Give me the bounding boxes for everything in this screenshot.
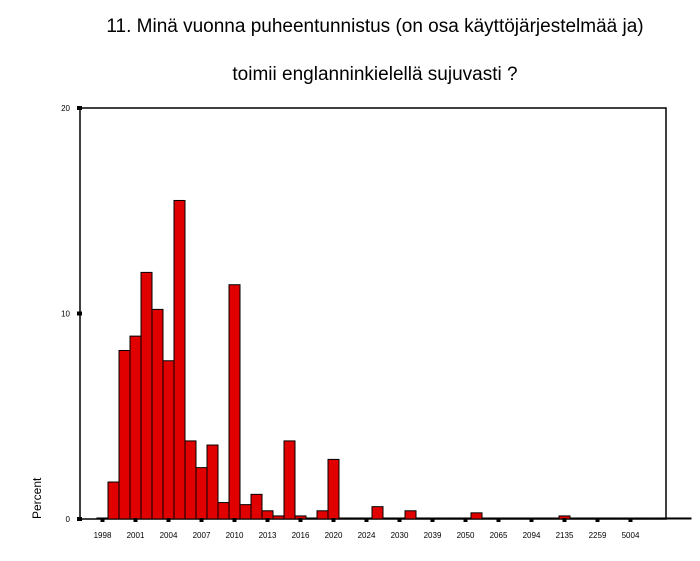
bar-48 — [613, 517, 626, 520]
x-tick-label-2007: 2007 — [193, 531, 211, 540]
bar-12 — [217, 502, 230, 520]
bar-15 — [250, 493, 263, 520]
x-tick-label-2259: 2259 — [589, 531, 607, 540]
x-tick-label-2065: 2065 — [490, 531, 508, 540]
bar-38 — [503, 517, 516, 520]
bar-50 — [635, 517, 648, 520]
bar-17 — [272, 515, 285, 520]
bar-22 — [327, 458, 340, 520]
x-tick-label-1998: 1998 — [94, 531, 112, 540]
bar-30 — [415, 517, 428, 520]
bar-3 — [118, 349, 131, 520]
bar-6 — [151, 308, 164, 520]
x-tick-label-2001: 2001 — [127, 531, 145, 540]
bar-5 — [140, 271, 153, 520]
bar-27 — [382, 517, 395, 520]
bar-41 — [536, 517, 549, 520]
bar-47 — [602, 517, 615, 520]
bar-42 — [547, 517, 560, 520]
x-tick-label-2016: 2016 — [292, 531, 310, 540]
y-tick-label-0: 0 — [66, 515, 71, 524]
x-tick-label-2135: 2135 — [556, 531, 574, 540]
y-tick-label-20: 20 — [61, 104, 70, 113]
bar-2 — [107, 481, 120, 520]
x-tick-label-5004: 5004 — [622, 531, 640, 540]
bar-13 — [228, 284, 241, 520]
bar-33 — [448, 517, 461, 520]
bar-8 — [173, 199, 186, 520]
bar-20 — [305, 517, 318, 520]
x-tick-mark-2135 — [562, 518, 567, 522]
x-tick-mark-2050 — [463, 518, 468, 522]
x-tick-mark-2039 — [430, 518, 435, 522]
bar-24 — [349, 517, 362, 520]
bar-52 — [657, 517, 670, 520]
bar-32 — [437, 517, 450, 520]
bar-35 — [470, 512, 483, 520]
bar-16 — [261, 510, 274, 520]
y-axis-label: Percent — [30, 477, 44, 519]
bar-53 — [668, 517, 681, 520]
x-tick-label-2024: 2024 — [358, 531, 376, 540]
x-tick-mark-2010 — [232, 518, 237, 522]
bar-18 — [283, 440, 296, 520]
bar-29 — [404, 510, 417, 520]
bar-51 — [646, 517, 659, 520]
bar-44 — [569, 517, 582, 520]
x-tick-mark-2020 — [331, 518, 336, 522]
x-tick-mark-2094 — [529, 518, 534, 522]
y-tick-mark-10 — [77, 311, 82, 316]
x-tick-label-2020: 2020 — [325, 531, 343, 540]
y-tick-mark-0 — [77, 517, 82, 521]
bar-4 — [129, 335, 142, 520]
x-tick-label-2039: 2039 — [424, 531, 442, 540]
bar-11 — [206, 444, 219, 520]
x-tick-label-2013: 2013 — [259, 531, 277, 540]
x-tick-mark-2016 — [298, 518, 303, 522]
bar-7 — [162, 360, 175, 520]
bar-26 — [371, 506, 384, 520]
x-tick-mark-2030 — [397, 518, 402, 522]
x-tick-mark-2013 — [265, 518, 270, 522]
x-tick-mark-5004 — [628, 518, 633, 522]
x-tick-mark-2065 — [496, 518, 501, 522]
x-tick-label-2094: 2094 — [523, 531, 541, 540]
bar-36 — [481, 517, 494, 520]
bar-54 — [679, 517, 692, 520]
bar-45 — [580, 517, 593, 520]
x-tick-mark-2007 — [199, 518, 204, 522]
x-tick-label-2004: 2004 — [160, 531, 178, 540]
x-tick-mark-1998 — [100, 518, 105, 522]
y-tick-mark-20 — [77, 106, 82, 110]
bar-21 — [316, 510, 329, 520]
x-tick-label-2030: 2030 — [391, 531, 409, 540]
bar-10 — [195, 467, 208, 520]
x-tick-mark-2004 — [166, 518, 171, 522]
x-tick-label-2050: 2050 — [457, 531, 475, 540]
x-tick-mark-2024 — [364, 518, 369, 522]
chart-title-line-2: toimii englanninkielellä sujuvasti ? — [232, 64, 518, 85]
bar-14 — [239, 504, 252, 520]
chart-title-line-1: 11. Minä vuonna puheentunnistus (on osa … — [106, 16, 644, 37]
x-tick-label-2010: 2010 — [226, 531, 244, 540]
bar-9 — [184, 440, 197, 520]
bar-23 — [338, 517, 351, 520]
y-tick-label-10: 10 — [61, 310, 70, 319]
x-tick-mark-2259 — [595, 518, 600, 522]
bar-39 — [514, 517, 527, 520]
x-tick-mark-2001 — [133, 518, 138, 522]
